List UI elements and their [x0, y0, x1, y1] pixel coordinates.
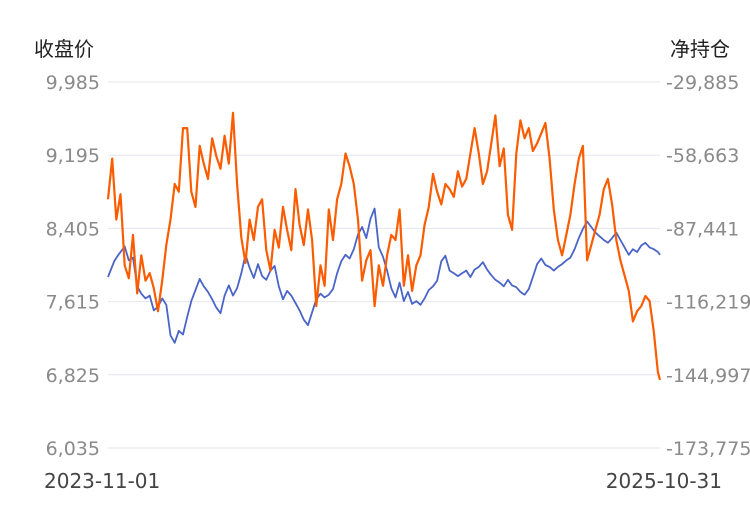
grid-lines	[108, 81, 660, 449]
right-tick-label: -173,775	[666, 438, 750, 460]
right-tick-label: -87,441	[666, 218, 739, 240]
right-tick-label: -116,219	[666, 292, 750, 314]
left-tick-label: 6,035	[46, 438, 100, 460]
left-tick-label: 7,615	[46, 292, 100, 314]
right-axis-ticks: -29,885 -58,663 -87,441 -116,219 -144,997 -17…	[666, 72, 750, 460]
right-tick-label: -58,663	[666, 145, 739, 167]
x-end-date-label: 2025-10-31	[606, 469, 722, 493]
close-price-line	[107, 207, 661, 344]
left-tick-label: 8,405	[46, 218, 100, 240]
left-axis-ticks: 9,985 9,195 8,405 7,615 6,825 6,035	[46, 72, 100, 460]
right-axis-title: 净持仓	[670, 37, 730, 61]
left-axis-title: 收盘价	[34, 37, 94, 61]
right-tick-label: -144,997	[666, 365, 750, 387]
left-tick-label: 6,825	[46, 365, 100, 387]
series-lines	[106, 111, 662, 381]
left-tick-label: 9,195	[46, 145, 100, 167]
right-tick-label: -29,885	[666, 72, 739, 94]
x-start-date-label: 2023-11-01	[44, 469, 160, 493]
left-tick-label: 9,985	[46, 72, 100, 94]
net-position-line	[106, 111, 662, 381]
